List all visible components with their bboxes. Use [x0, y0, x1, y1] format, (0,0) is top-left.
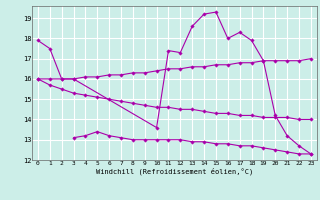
- X-axis label: Windchill (Refroidissement éolien,°C): Windchill (Refroidissement éolien,°C): [96, 167, 253, 175]
